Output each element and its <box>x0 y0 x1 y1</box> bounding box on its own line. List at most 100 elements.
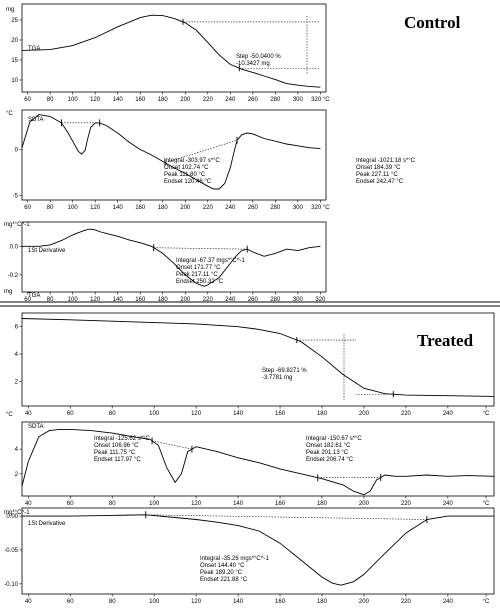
x-tick-label: 60 <box>67 411 74 417</box>
peak-annotation: Endset 242.47 °C <box>356 179 404 185</box>
x-tick-label: 40 <box>25 501 32 507</box>
panel-subtitle: TGA <box>28 46 40 52</box>
peak-annotation: Integral -35.26 mgs*°C^-1 <box>200 556 270 562</box>
x-tick-label: 80 <box>47 205 54 211</box>
peak-annotation: Endset 250.32 °C <box>176 279 224 285</box>
peak-annotation: Onset 171.77 °C <box>176 265 221 271</box>
x-tick-label: 240 <box>443 501 454 507</box>
peak-annotation: Peak 111.80 °C <box>164 172 206 178</box>
peak-annotation: Integral -150.67 s*°C <box>306 436 362 442</box>
step-annotation: -3.7781 mg <box>262 375 292 381</box>
x-tick-label: 160 <box>275 411 286 417</box>
peak-annotation: Endset 221.88 °C <box>200 577 248 583</box>
x-tick-label: 300 <box>293 297 304 303</box>
y-tick-label: 4 <box>15 352 19 358</box>
x-tick-label: °C <box>483 599 490 605</box>
peak-annotation: Onset 182.61 °C <box>306 443 351 449</box>
plot-frame <box>21 421 495 497</box>
x-tick-label: 140 <box>113 205 124 211</box>
y-tick-label: 0 <box>15 147 19 153</box>
y-tick-label: -0.10 <box>4 582 18 588</box>
x-tick-label: 80 <box>47 97 54 103</box>
y-tick-label: 0.0 <box>10 244 19 250</box>
y-tick-label: 2 <box>15 472 19 478</box>
panel-subtitle: 1St Derivative <box>28 521 66 527</box>
data-curve <box>21 14 321 88</box>
step-annotation: Step -69.8271 % <box>262 368 307 374</box>
peak-annotation: Integral -1021.18 s*°C <box>356 158 416 164</box>
integration-baseline <box>152 440 192 450</box>
x-tick-label: 40 <box>25 599 32 605</box>
integration-baseline <box>145 514 427 520</box>
data-curve <box>22 228 321 287</box>
peak-annotation: Peak 111.75 °C <box>94 450 136 456</box>
x-tick-label: 160 <box>275 599 286 605</box>
x-tick-label: 140 <box>233 599 244 605</box>
y-tick-label: 6 <box>15 325 19 331</box>
x-tick-label: 240 <box>225 297 236 303</box>
peak-annotation: Onset 184.39 °C <box>356 165 401 171</box>
x-tick-label: 220 <box>401 411 412 417</box>
integration-baseline <box>164 140 238 164</box>
x-tick-label: 280 <box>270 97 281 103</box>
x-tick-label: 200 <box>359 411 370 417</box>
y-unit-label: mg*°C^-1 <box>4 222 30 228</box>
group-title: Treated <box>417 331 474 350</box>
plot-frame <box>21 109 327 201</box>
x-tick-label: 320 °C <box>311 205 330 211</box>
peak-annotation: Peak 217.11 °C <box>176 272 218 278</box>
y-unit-label: °C <box>6 111 13 117</box>
x-tick-label: 260 <box>248 205 259 211</box>
x-tick-label: 300 <box>293 205 304 211</box>
step-annotation: -10.3427 mg <box>236 61 270 67</box>
y-unit-label: °C <box>6 412 13 418</box>
x-tick-label: 320 <box>315 297 326 303</box>
x-tick-label: 240 <box>225 97 236 103</box>
y-tick-label: -5 <box>13 193 19 199</box>
peak-annotation: Onset 106.96 °C <box>94 443 139 449</box>
panel-subtitle: 1St Derivative <box>28 248 66 254</box>
peak-annotation: Peak 189.20 °C <box>200 570 243 576</box>
x-tick-label: 80 <box>109 501 116 507</box>
x-tick-label: 120 <box>191 501 202 507</box>
panel-subtitle: SDTA <box>28 424 44 430</box>
peak-annotation: Endset 117.97 °C <box>94 457 141 463</box>
peak-annotation: Integral -303.97 s*°C <box>164 158 220 164</box>
x-tick-label: 60 <box>67 599 74 605</box>
x-tick-label: 80 <box>109 411 116 417</box>
x-tick-label: 180 <box>158 97 169 103</box>
x-tick-label: 240 <box>225 205 236 211</box>
y-tick-label: 0.00 <box>6 514 18 520</box>
x-tick-label: 100 <box>149 599 160 605</box>
plot-frame <box>21 3 327 93</box>
x-tick-label: 180 <box>158 205 169 211</box>
group-title: Control <box>404 13 461 32</box>
x-tick-label: 140 <box>113 97 124 103</box>
x-tick-label: 100 <box>68 97 79 103</box>
x-tick-label: 220 <box>203 297 214 303</box>
y-tick-label: 25 <box>11 18 18 24</box>
x-tick-label: 200 <box>359 501 370 507</box>
peak-annotation: Peak 201.13 °C <box>306 450 349 456</box>
plot-frame <box>21 312 495 407</box>
data-curve <box>21 114 321 190</box>
plot-frame <box>21 507 495 595</box>
y-unit-label: mg <box>4 289 12 295</box>
x-tick-label: 220 <box>401 599 412 605</box>
peak-annotation: Integral -67.37 mgs*°C^-1 <box>176 258 246 264</box>
panel-subtitle: SDTA <box>28 117 44 123</box>
x-tick-label: 80 <box>47 297 54 303</box>
peak-annotation: Onset 102.74 °C <box>164 165 209 171</box>
peak-annotation: Peak 227.11 °C <box>356 172 398 178</box>
x-tick-label: 180 <box>317 411 328 417</box>
x-tick-label: 260 <box>248 97 259 103</box>
x-tick-label: 120 <box>191 599 202 605</box>
x-tick-label: 240 <box>443 411 454 417</box>
x-tick-label: 200 <box>180 297 191 303</box>
y-tick-label: 2 <box>15 379 19 385</box>
x-tick-label: 200 <box>180 205 191 211</box>
peak-annotation: Integral -125.62 s*°C <box>94 436 150 442</box>
x-tick-label: °C <box>483 501 490 507</box>
x-tick-label: 60 <box>24 97 31 103</box>
peak-annotation: Onset 144.40 °C <box>200 563 245 569</box>
